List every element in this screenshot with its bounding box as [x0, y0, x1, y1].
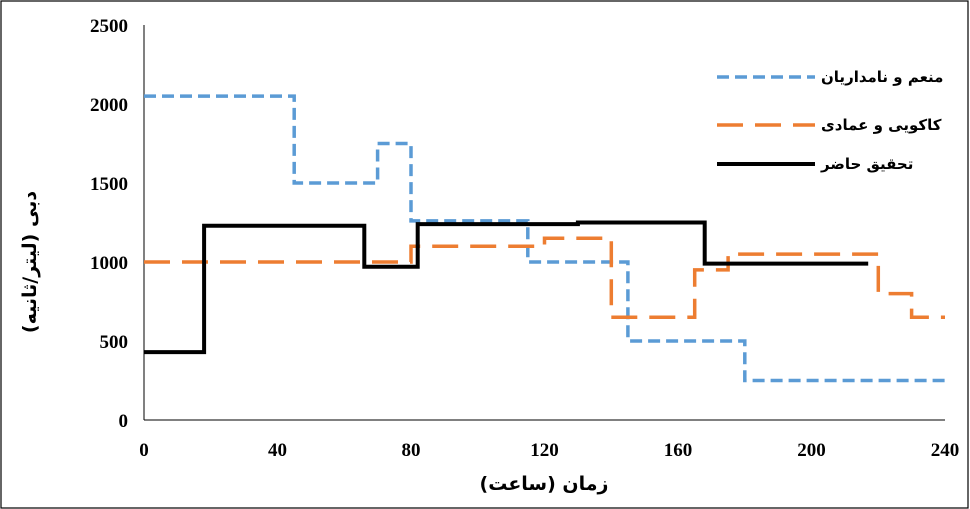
y-tick-label-2: 1000	[90, 253, 128, 274]
x-tick-label-2: 80	[402, 440, 421, 461]
x-tick-label-0: 0	[139, 440, 149, 461]
series-line-2	[144, 220, 869, 355]
series-layer	[144, 94, 945, 383]
legend-label-1: کاکویی و عمادی	[821, 116, 942, 134]
x-tick-label-4: 160	[664, 440, 693, 461]
y-axis-title: دبی (لیتر/ثانیه)	[19, 191, 41, 333]
axes-layer: 0 500 1000 1500 2000 2500 0 40 80 120 160 200 240	[90, 16, 959, 461]
legend-layer: منعم و نامداریان کاکویی و عمادی تحقیق حا…	[717, 68, 943, 173]
x-tick-label-1: 40	[268, 440, 287, 461]
series-line-1	[144, 236, 945, 320]
x-tick-label-3: 120	[530, 440, 559, 461]
y-tick-label-4: 2000	[90, 95, 128, 116]
y-tick-label-5: 2500	[90, 16, 128, 37]
legend-label-2: تحقیق حاضر	[820, 155, 913, 173]
y-tick-label-0: 0	[119, 411, 129, 432]
x-tick-label-5: 200	[797, 440, 826, 461]
y-tick-label-3: 1500	[90, 174, 128, 195]
series-line-0	[144, 94, 945, 383]
x-axis-title: زمان (ساعت)	[480, 473, 609, 495]
x-tick-label-6: 240	[931, 440, 960, 461]
y-tick-label-1: 500	[100, 332, 129, 353]
legend-label-0: منعم و نامداریان	[821, 68, 943, 86]
